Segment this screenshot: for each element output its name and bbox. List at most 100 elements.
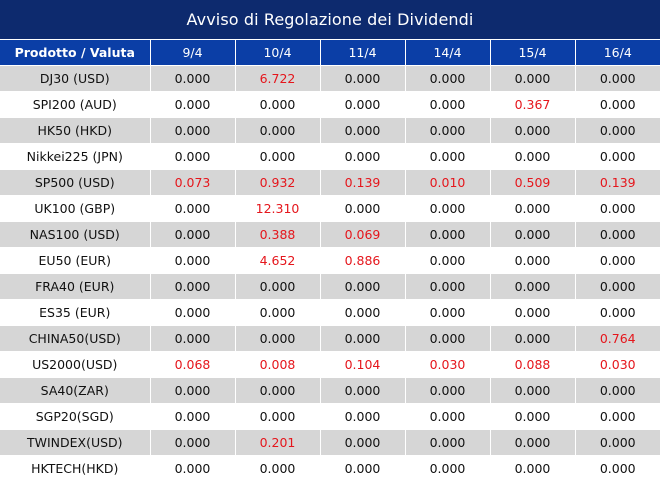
value-cell: 0.000	[489, 247, 575, 274]
value-cell: 0.000	[574, 377, 660, 404]
value-cell: 0.000	[489, 65, 575, 92]
value-cell: 0.000	[574, 117, 660, 144]
table-row: US2000(USD) 0.068 0.008 0.104 0.030 0.088 0.03…	[0, 351, 660, 378]
value-cell: 0.000	[404, 273, 490, 300]
value-cell: 0.000	[149, 195, 235, 222]
table-row: CHINA50(USD) 0.000 0.000 0.000 0.000 0.000 0.7…	[0, 325, 660, 352]
value-cell: 0.000	[489, 143, 575, 170]
product-cell: CHINA50(USD)	[0, 325, 150, 352]
value-cell: 0.010	[404, 169, 490, 196]
header-date: 16/4	[574, 40, 660, 66]
value-cell: 0.000	[234, 455, 320, 482]
product-cell: SA40(ZAR)	[0, 377, 150, 404]
value-cell: 0.000	[319, 143, 405, 170]
value-cell: 0.000	[489, 299, 575, 326]
header-date: 10/4	[234, 40, 320, 66]
product-cell: ES35 (EUR)	[0, 299, 150, 326]
product-cell: EU50 (EUR)	[0, 247, 150, 274]
header-product: Prodotto / Valuta	[0, 40, 150, 66]
value-cell: 0.000	[149, 325, 235, 352]
table-row: TWINDEX(USD) 0.000 0.201 0.000 0.000 0.000 0.0…	[0, 429, 660, 456]
value-cell: 0.000	[149, 247, 235, 274]
product-cell: SPI200 (AUD)	[0, 91, 150, 118]
product-cell: Nikkei225 (JPN)	[0, 143, 150, 170]
value-cell: 0.932	[234, 169, 320, 196]
value-cell: 0.000	[404, 325, 490, 352]
table-row: Nikkei225 (JPN) 0.000 0.000 0.000 0.000 0.000…	[0, 143, 660, 170]
value-cell: 0.000	[404, 91, 490, 118]
value-cell: 0.509	[489, 169, 575, 196]
value-cell: 0.000	[404, 429, 490, 456]
value-cell: 0.201	[234, 429, 320, 456]
table-row: NAS100 (USD) 0.000 0.388 0.069 0.000 0.000 0.0…	[0, 221, 660, 248]
table-row: HK50 (HKD) 0.000 0.000 0.000 0.000 0.000 0.000	[0, 117, 660, 144]
value-cell: 0.000	[149, 273, 235, 300]
page-title: Avviso di Regolazione dei Dividendi	[0, 0, 660, 40]
value-cell: 0.088	[489, 351, 575, 378]
value-cell: 0.069	[319, 221, 405, 248]
value-cell: 0.139	[574, 169, 660, 196]
value-cell: 0.000	[319, 455, 405, 482]
value-cell: 0.000	[489, 117, 575, 144]
value-cell: 0.000	[404, 117, 490, 144]
value-cell: 0.000	[319, 273, 405, 300]
value-cell: 0.068	[149, 351, 235, 378]
value-cell: 0.000	[234, 403, 320, 430]
value-cell: 0.000	[574, 221, 660, 248]
value-cell: 0.000	[489, 455, 575, 482]
value-cell: 0.000	[234, 377, 320, 404]
header-date: 15/4	[489, 40, 575, 66]
value-cell: 0.000	[234, 91, 320, 118]
table-row: ES35 (EUR) 0.000 0.000 0.000 0.000 0.000 0.000	[0, 299, 660, 326]
product-cell: NAS100 (USD)	[0, 221, 150, 248]
value-cell: 0.000	[489, 325, 575, 352]
value-cell: 6.722	[234, 65, 320, 92]
value-cell: 0.000	[489, 195, 575, 222]
table-row: DJ30 (USD) 0.000 6.722 0.000 0.000 0.000 0.000	[0, 65, 660, 92]
value-cell: 0.030	[574, 351, 660, 378]
value-cell: 0.000	[574, 273, 660, 300]
dividend-table: Prodotto / Valuta 9/4 10/4 11/4 14/4 15/…	[0, 40, 660, 482]
value-cell: 0.000	[489, 403, 575, 430]
value-cell: 0.000	[574, 91, 660, 118]
value-cell: 0.000	[149, 299, 235, 326]
value-cell: 0.000	[404, 455, 490, 482]
value-cell: 0.764	[574, 325, 660, 352]
value-cell: 0.000	[574, 299, 660, 326]
product-cell: SP500 (USD)	[0, 169, 150, 196]
value-cell: 0.000	[319, 65, 405, 92]
value-cell: 12.310	[234, 195, 320, 222]
value-cell: 0.000	[319, 429, 405, 456]
value-cell: 0.000	[404, 299, 490, 326]
value-cell: 0.000	[404, 195, 490, 222]
value-cell: 0.000	[574, 247, 660, 274]
header-date: 9/4	[149, 40, 235, 66]
value-cell: 0.000	[574, 65, 660, 92]
value-cell: 0.388	[234, 221, 320, 248]
value-cell: 0.104	[319, 351, 405, 378]
table-row: SPI200 (AUD) 0.000 0.000 0.000 0.000 0.367 0.0…	[0, 91, 660, 118]
value-cell: 0.000	[319, 403, 405, 430]
value-cell: 4.652	[234, 247, 320, 274]
value-cell: 0.000	[319, 299, 405, 326]
value-cell: 0.000	[319, 117, 405, 144]
value-cell: 0.000	[234, 299, 320, 326]
value-cell: 0.000	[319, 377, 405, 404]
value-cell: 0.000	[404, 403, 490, 430]
value-cell: 0.073	[149, 169, 235, 196]
value-cell: 0.000	[149, 117, 235, 144]
table-row: HKTECH(HKD) 0.000 0.000 0.000 0.000 0.000 0.00…	[0, 455, 660, 482]
value-cell: 0.000	[404, 377, 490, 404]
table-body: DJ30 (USD) 0.000 6.722 0.000 0.000 0.000 0.000…	[0, 65, 660, 482]
table-row: SGP20(SGD) 0.000 0.000 0.000 0.000 0.000 0.000	[0, 403, 660, 430]
value-cell: 0.000	[234, 273, 320, 300]
product-cell: UK100 (GBP)	[0, 195, 150, 222]
header-date: 14/4	[404, 40, 490, 66]
value-cell: 0.000	[574, 195, 660, 222]
value-cell: 0.008	[234, 351, 320, 378]
product-cell: TWINDEX(USD)	[0, 429, 150, 456]
product-cell: US2000(USD)	[0, 351, 150, 378]
value-cell: 0.367	[489, 91, 575, 118]
value-cell: 0.000	[149, 455, 235, 482]
